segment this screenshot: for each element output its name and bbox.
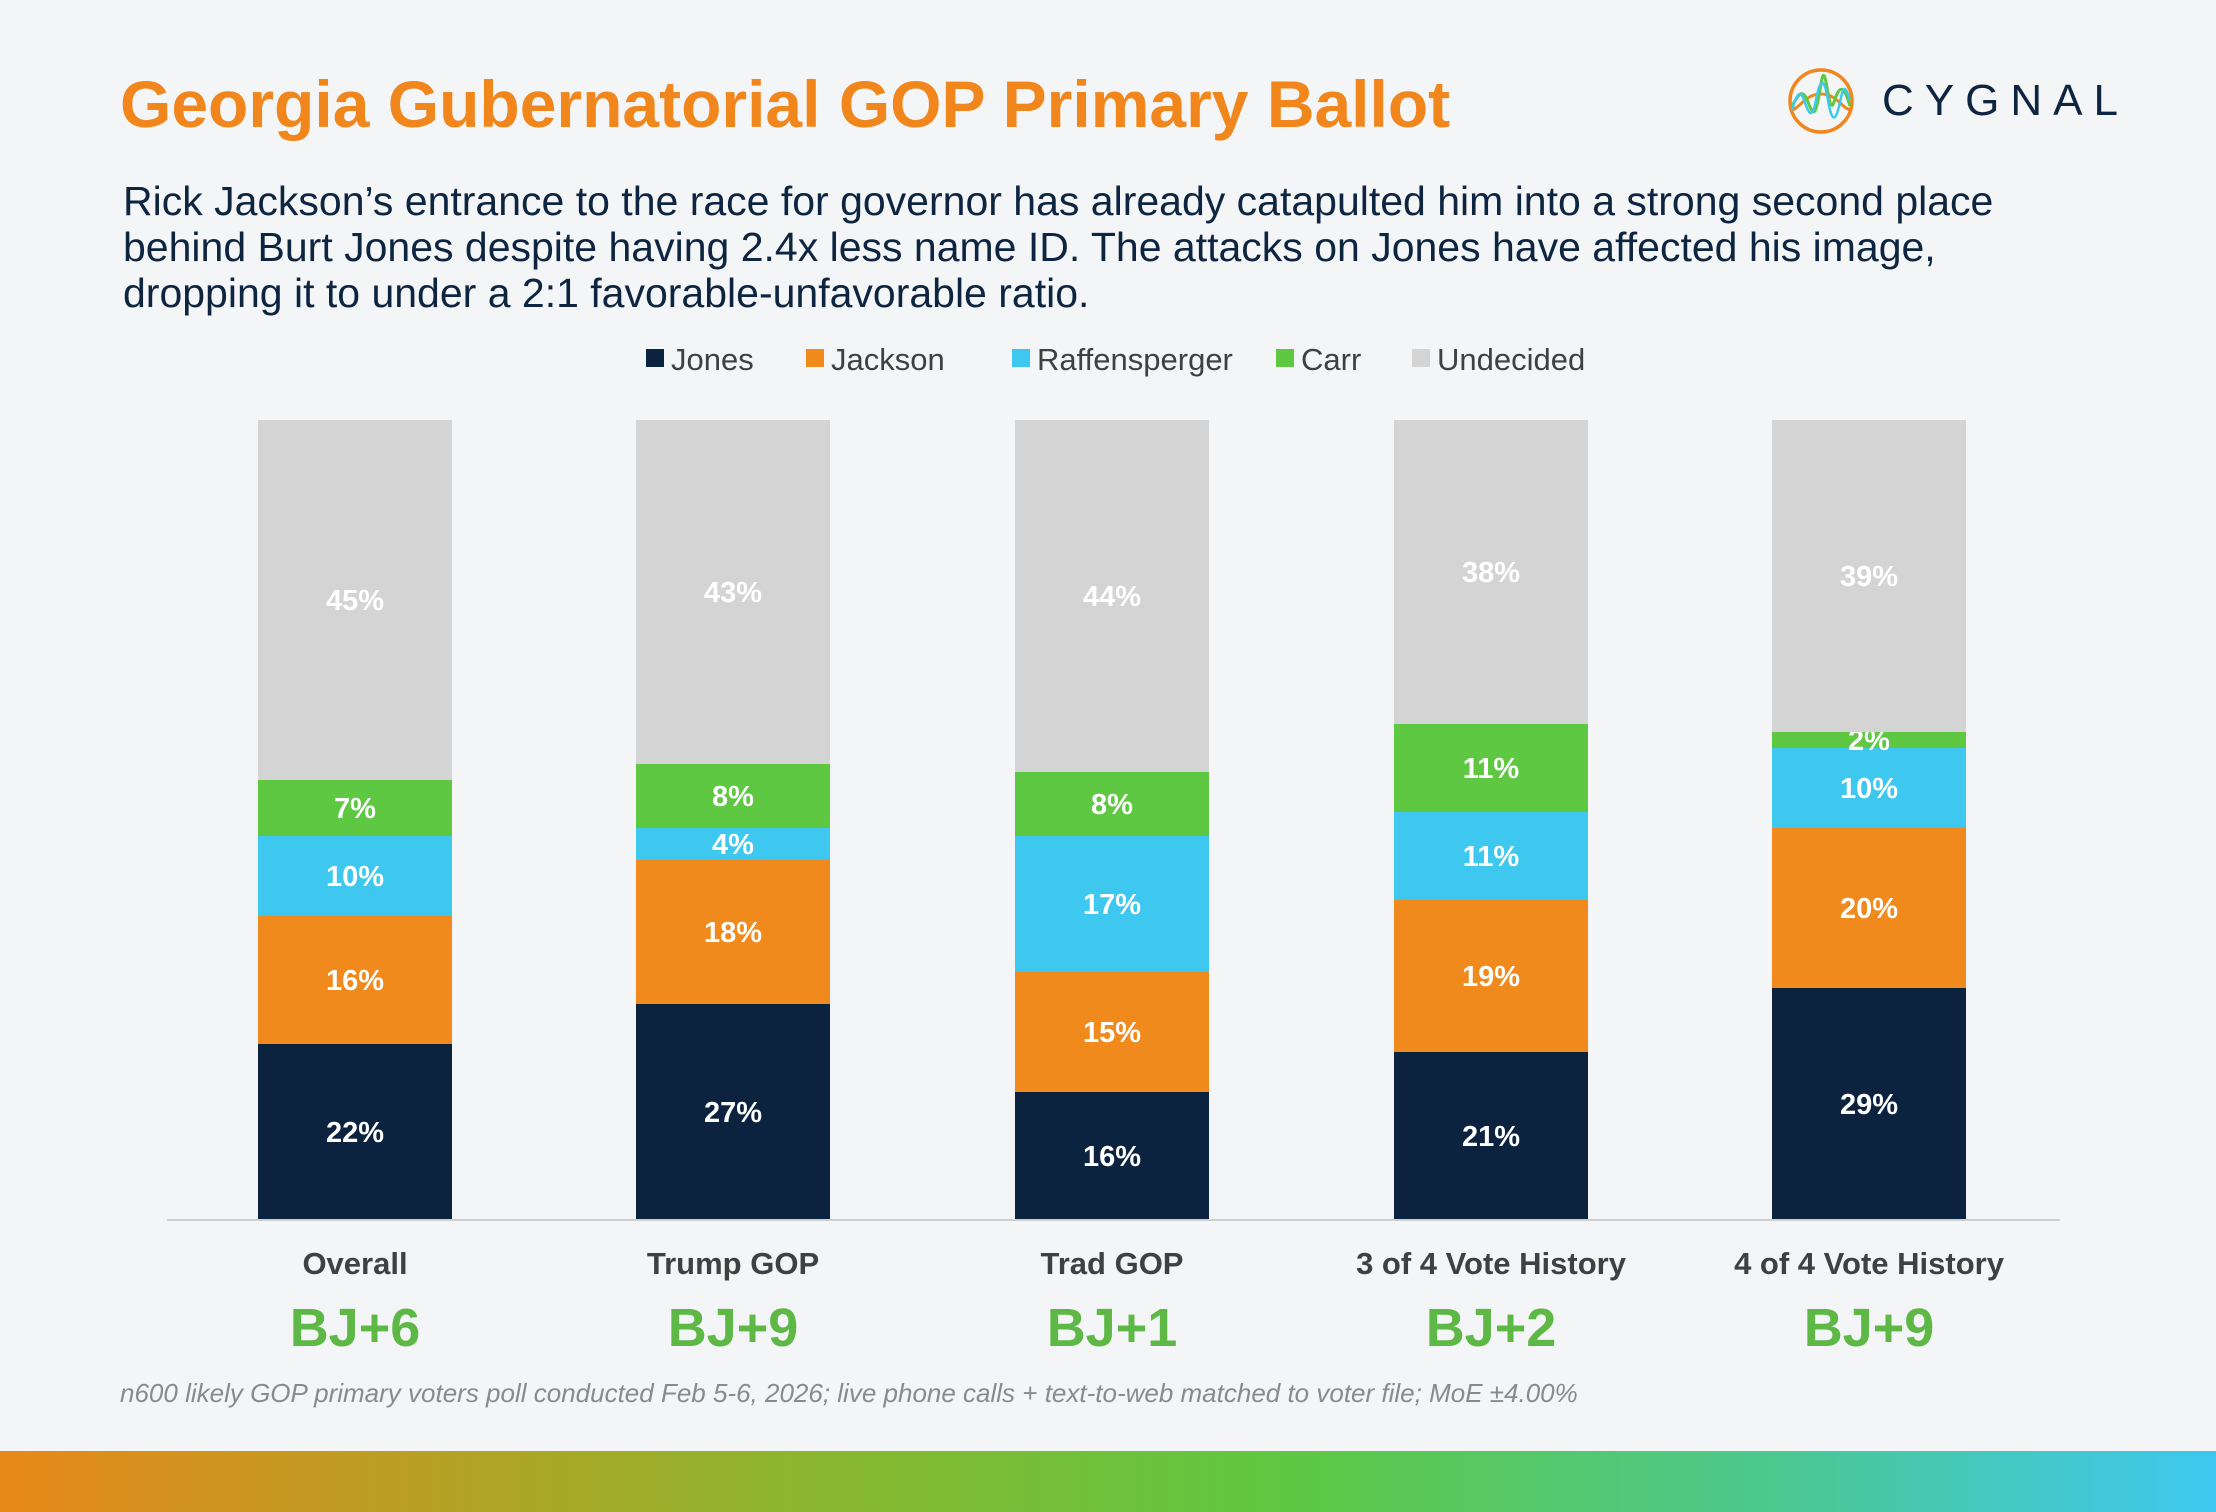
bar-segment-jones bbox=[1015, 1092, 1209, 1220]
brand-gradient-bar bbox=[0, 1451, 2216, 1512]
bar-segment-undecided bbox=[258, 420, 452, 780]
bar-segment-carr bbox=[1394, 724, 1588, 812]
bar-segment-raffensperger bbox=[1394, 812, 1588, 900]
margin-label: BJ+2 bbox=[1426, 1298, 1557, 1358]
margin-label: BJ+9 bbox=[668, 1298, 799, 1358]
category-label: 3 of 4 Vote History bbox=[1356, 1246, 1627, 1281]
bar-segment-jackson bbox=[636, 860, 830, 1004]
margin-label: BJ+1 bbox=[1047, 1298, 1178, 1358]
bar-segment-undecided bbox=[636, 420, 830, 764]
data-label: 44% bbox=[1083, 581, 1141, 613]
legend-swatch-jones bbox=[646, 349, 664, 367]
cygnal-logo: CYGNAL bbox=[1786, 66, 2129, 136]
category-label: Trad GOP bbox=[1041, 1246, 1184, 1281]
data-label: 8% bbox=[712, 781, 754, 813]
data-label: 19% bbox=[1462, 961, 1520, 993]
data-label: 21% bbox=[1462, 1121, 1520, 1153]
cygnal-wave-circle-logo-icon bbox=[1788, 68, 1854, 134]
bar-segment-undecided bbox=[1015, 420, 1209, 772]
data-label: 15% bbox=[1083, 1017, 1141, 1049]
legend-label-raffensperger: Raffensperger bbox=[1037, 342, 1233, 377]
legend-label-jones: Jones bbox=[671, 342, 754, 377]
margin-label: BJ+9 bbox=[1804, 1298, 1935, 1358]
category-labels: Overall BJ+6 Trump GOP BJ+9 Trad GOP BJ+1 3 of… bbox=[290, 1246, 2005, 1358]
bar-segment-jones bbox=[1394, 1052, 1588, 1220]
legend-swatch-raffensperger bbox=[1012, 349, 1030, 367]
data-label: 11% bbox=[1463, 841, 1520, 873]
legend-swatch-carr bbox=[1276, 349, 1294, 367]
legend-swatch-jackson bbox=[806, 349, 824, 367]
data-label: 29% bbox=[1840, 1089, 1898, 1121]
bar-segment-carr bbox=[1015, 772, 1209, 836]
bar-segment-undecided bbox=[1394, 420, 1588, 724]
chart-legend: Jones Jackson Raffensperger Carr Undecided bbox=[646, 342, 1585, 377]
category-label: Overall bbox=[302, 1246, 407, 1281]
legend-swatch-undecided bbox=[1412, 349, 1430, 367]
bars: 22% 16% 10% 7% 45% 27% 18% 4% 8% 43% 16% 15% 17% 8% 44… bbox=[258, 420, 1966, 1220]
bar-segment-undecided bbox=[1772, 420, 1966, 732]
bar-segment-raffensperger bbox=[258, 836, 452, 916]
data-label: 10% bbox=[1840, 773, 1898, 805]
data-label: 27% bbox=[704, 1097, 762, 1129]
bar-segment-jackson bbox=[1015, 972, 1209, 1092]
cygnal-wordmark: CYGNAL bbox=[1882, 76, 2129, 125]
data-label: 18% bbox=[704, 917, 762, 949]
data-label: 22% bbox=[326, 1117, 384, 1149]
bar-segment-carr bbox=[636, 764, 830, 828]
subtitle: Rick Jackson’s entrance to the race for … bbox=[123, 178, 1994, 316]
category-label: 4 of 4 Vote History bbox=[1734, 1246, 2005, 1281]
bar-segment-carr bbox=[258, 780, 452, 836]
data-label: 38% bbox=[1462, 557, 1520, 589]
bar-segment-carr bbox=[1772, 732, 1966, 748]
bar-segment-jackson bbox=[1394, 900, 1588, 1052]
stacked-bar-chart: Jones Jackson Raffensperger Carr Undecided 2… bbox=[167, 342, 2060, 1358]
bar-segment-jackson bbox=[258, 916, 452, 1044]
data-label: 16% bbox=[1083, 1141, 1141, 1173]
data-label: 8% bbox=[1091, 789, 1133, 821]
margin-label: BJ+6 bbox=[290, 1298, 421, 1358]
bar-segment-raffensperger bbox=[636, 828, 830, 860]
bar-segment-jones bbox=[1772, 988, 1966, 1220]
data-label: 17% bbox=[1083, 889, 1141, 921]
data-label: 45% bbox=[326, 585, 384, 617]
bar-segment-raffensperger bbox=[1015, 836, 1209, 972]
legend-label-jackson: Jackson bbox=[831, 342, 945, 377]
data-label: 20% bbox=[1840, 893, 1898, 925]
data-label: 39% bbox=[1840, 561, 1898, 593]
data-label: 10% bbox=[326, 861, 384, 893]
legend-label-undecided: Undecided bbox=[1437, 342, 1585, 377]
bar-segment-raffensperger bbox=[1772, 748, 1966, 828]
bar-segment-jackson bbox=[1772, 828, 1966, 988]
data-label: 7% bbox=[334, 793, 376, 825]
data-label: 43% bbox=[704, 577, 762, 609]
category-label: Trump GOP bbox=[647, 1246, 819, 1281]
page-title: Georgia Gubernatorial GOP Primary Ballot bbox=[120, 67, 1451, 141]
bar-segment-jones bbox=[636, 1004, 830, 1220]
data-label: 11% bbox=[1463, 753, 1520, 785]
footnote: n600 likely GOP primary voters poll cond… bbox=[120, 1378, 1578, 1408]
data-label: 4% bbox=[712, 829, 754, 861]
data-label: 16% bbox=[326, 965, 384, 997]
bar-segment-jones bbox=[258, 1044, 452, 1220]
legend-label-carr: Carr bbox=[1301, 342, 1361, 377]
